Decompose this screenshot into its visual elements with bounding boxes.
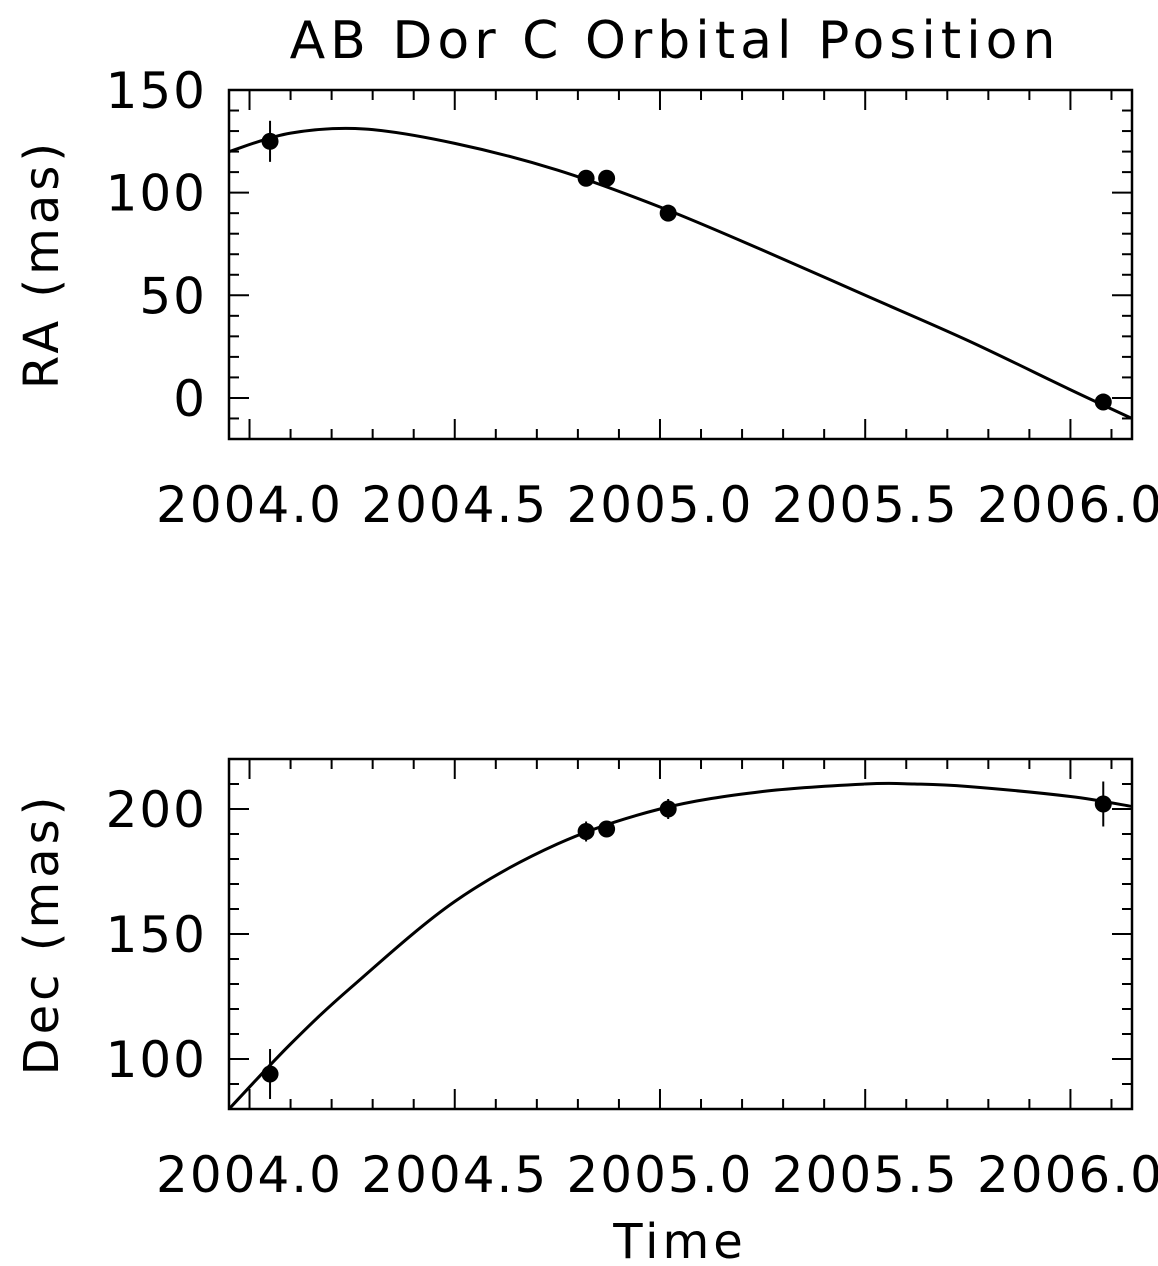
x-tick-label: 2004.0: [156, 476, 343, 534]
x-tick-label: 2005.0: [567, 1146, 754, 1204]
y-tick-label: 200: [106, 781, 207, 839]
dec-ticks: [229, 758, 1132, 1110]
x-tick-label: 2006.0: [977, 476, 1158, 534]
ra-panel: 2004.0 2004.5 2005.0 2005.5 2006.0050100150 …: [14, 62, 1158, 534]
ra-tick-labels: 2004.0 2004.5 2005.0 2005.5 2006.0 0 50 100 150: [106, 62, 1158, 534]
data-point: [1094, 795, 1112, 813]
dec-panel: 2004.0 2004.5 2005.0 2005.5 2006.0100150200 …: [14, 757, 1158, 1266]
data-point: [598, 820, 616, 838]
y-tick-label: 0: [173, 370, 207, 428]
model-orbit-curve: [229, 126, 1132, 420]
data-point: [577, 823, 595, 840]
dec-points-layer: [261, 781, 1112, 1099]
y-tick-label: 150: [106, 62, 207, 120]
ra-points-layer: [261, 120, 1112, 411]
data-point: [659, 204, 677, 222]
ra-ticks: [229, 89, 1132, 440]
dec-plot-frame: [227, 757, 1134, 1111]
x-tick-label: 2004.5: [361, 1146, 548, 1204]
data-point: [261, 1065, 279, 1083]
data-point: [659, 800, 677, 818]
y-tick-label: 100: [106, 1031, 207, 1089]
ra-fit-layer: [229, 126, 1132, 420]
model-orbit-curve: [229, 781, 1132, 1109]
y-tick-label: 100: [106, 165, 207, 223]
chart-title: AB Dor C Orbital Position: [290, 11, 1061, 71]
x-tick-label: 2006.0: [977, 1146, 1158, 1204]
dec-tick-labels: 2004.0 2004.5 2005.0 2005.5 2006.0 100 150 200: [106, 781, 1158, 1204]
ra-plot-frame: [227, 88, 1134, 441]
x-tick-label: 2005.5: [772, 1146, 959, 1204]
dec-axis-label: Dec (mas): [14, 793, 70, 1076]
x-tick-label: 2005.0: [567, 476, 754, 534]
ra-axis-label: RA (mas): [14, 139, 70, 389]
time-axis-label: Time: [612, 1214, 746, 1266]
x-tick-label: 2005.5: [772, 476, 959, 534]
dec-fit-layer: [229, 781, 1132, 1109]
data-point: [577, 169, 595, 187]
data-point: [598, 169, 616, 187]
data-point: [1094, 393, 1112, 411]
y-tick-label: 50: [139, 267, 207, 325]
y-tick-label: 150: [106, 906, 207, 964]
x-tick-label: 2004.5: [361, 476, 548, 534]
data-point: [261, 132, 279, 150]
x-tick-label: 2004.0: [156, 1146, 343, 1204]
